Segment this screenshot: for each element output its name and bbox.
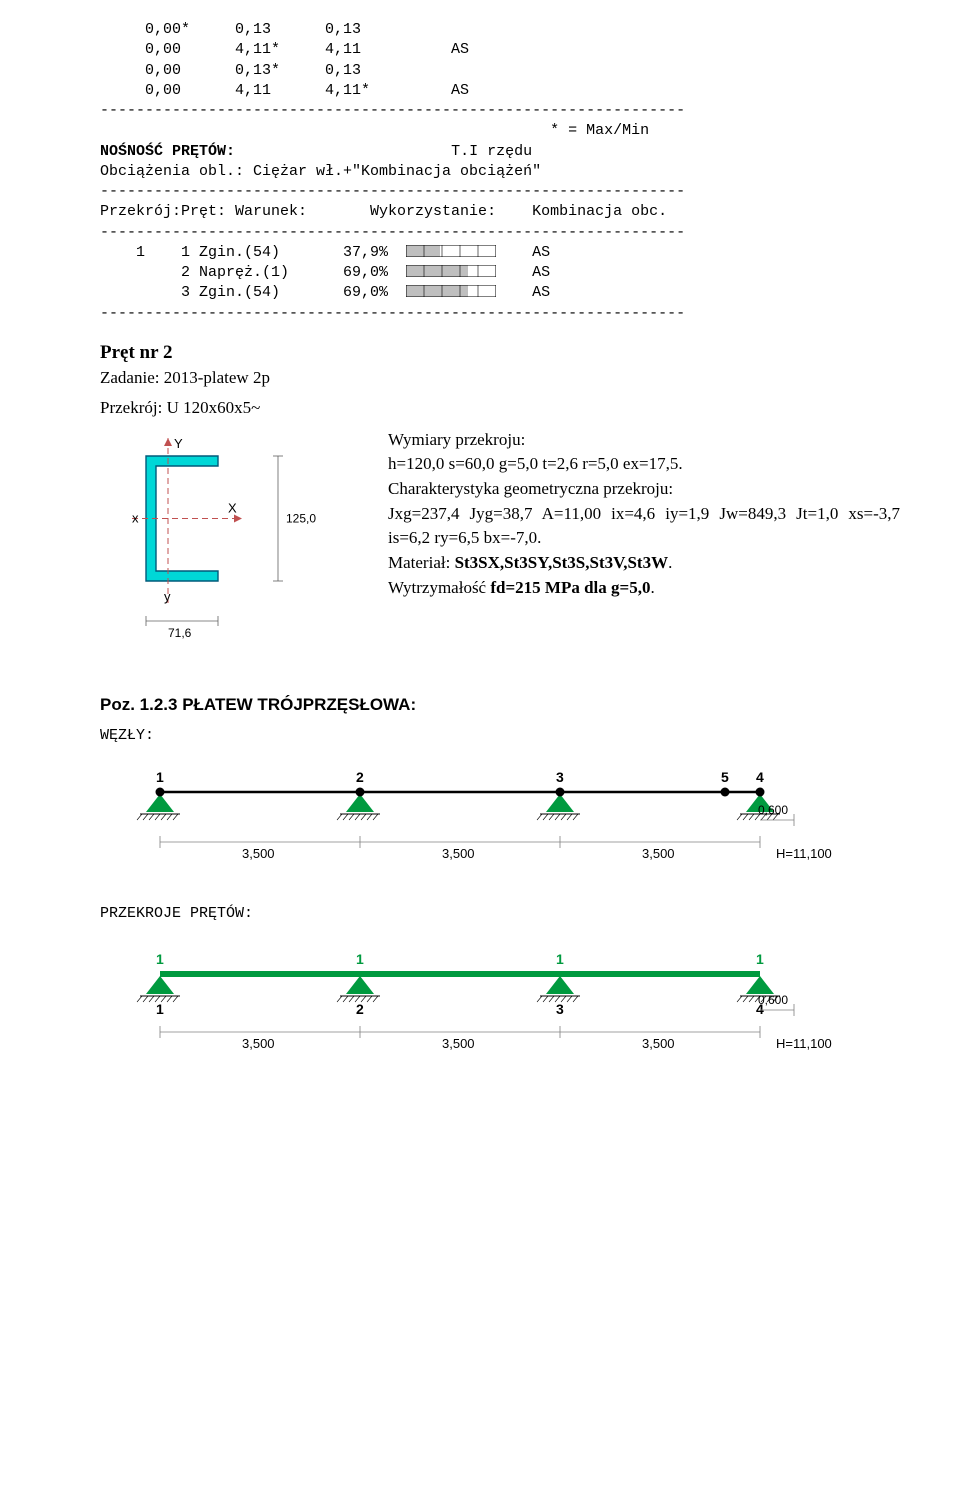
svg-text:125,0: 125,0 — [286, 511, 316, 525]
svg-text:1: 1 — [556, 951, 564, 967]
cross-section-svg: Y Xx y 125,0 71,6 — [100, 428, 360, 673]
strength-dot: . — [650, 578, 654, 597]
svg-text:1: 1 — [156, 1001, 164, 1017]
svg-text:H=11,100: H=11,100 — [776, 1036, 832, 1051]
desc-geom-vals: Jxg=237,4 Jyg=38,7 A=11,00 ix=4,6 iy=1,9… — [388, 502, 900, 551]
przekroj-line: Przekrój: U 120x60x5~ — [100, 398, 900, 418]
svg-text:3,500: 3,500 — [642, 846, 675, 861]
zadanie-line: Zadanie: 2013-platew 2p — [100, 368, 900, 388]
svg-text:x: x — [132, 510, 139, 525]
beam-diagram-2: 111213143,5003,5003,5000,600H=11,100 — [100, 936, 900, 1076]
svg-text:3,500: 3,500 — [242, 846, 275, 861]
svg-text:3,500: 3,500 — [642, 1036, 675, 1051]
poz-heading: Poz. 1.2.3 PŁATEW TRÓJPRZĘSŁOWA: — [100, 695, 900, 715]
material-dot: . — [668, 553, 672, 572]
desc-dim-title: Wymiary przekroju: — [388, 428, 900, 453]
svg-text:2: 2 — [356, 1001, 364, 1017]
svg-text:1: 1 — [156, 769, 164, 785]
desc-strength: Wytrzymałość fd=215 MPa dla g=5,0. — [388, 576, 900, 601]
svg-text:3: 3 — [556, 769, 564, 785]
svg-text:1: 1 — [356, 951, 364, 967]
svg-text:3: 3 — [556, 1001, 564, 1017]
svg-text:71,6: 71,6 — [168, 626, 192, 640]
zadanie-label: Zadanie: — [100, 368, 164, 387]
wezly-label: WĘZŁY: — [100, 727, 900, 744]
svg-text:4: 4 — [756, 769, 764, 785]
svg-text:2: 2 — [356, 769, 364, 785]
nosnosc-block: NOŚNOŚĆ PRĘTÓW: T.I rzędu Obciążenia obl… — [100, 142, 900, 324]
desc-material: Materiał: St3SX,St3SY,St3S,St3V,St3W. — [388, 551, 900, 576]
material-label: Materiał: — [388, 553, 455, 572]
svg-text:3,500: 3,500 — [442, 1036, 475, 1051]
desc-geom-title: Charakterystyka geometryczna przekroju: — [388, 477, 900, 502]
strength-value: fd=215 MPa dla g=5,0 — [490, 578, 650, 597]
svg-text:1: 1 — [156, 951, 164, 967]
przekroj-value: U 120x60x5~ — [167, 398, 261, 417]
svg-text:1: 1 — [756, 951, 764, 967]
przekroj-label: Przekrój: — [100, 398, 167, 417]
cross-section-row: Y Xx y 125,0 71,6 Wymiary przekroju: h=120,0… — [100, 428, 900, 673]
svg-text:3,500: 3,500 — [242, 1036, 275, 1051]
svg-text:H=11,100: H=11,100 — [776, 846, 832, 861]
pret-title: Pręt nr 2 — [100, 342, 900, 364]
zadanie-value: 2013-platew 2p — [164, 368, 270, 387]
strength-label: Wytrzymałość — [388, 578, 490, 597]
svg-text:5: 5 — [721, 769, 729, 785]
svg-text:X: X — [228, 500, 237, 515]
cross-section-desc: Wymiary przekroju: h=120,0 s=60,0 g=5,0 … — [360, 428, 900, 600]
svg-text:0,600: 0,600 — [758, 993, 788, 1007]
pret-title-text: Pręt nr 2 — [100, 342, 172, 363]
svg-text:0,600: 0,600 — [758, 803, 788, 817]
intro-table: 0,00* 0,13 0,13 0,00 4,11* 4,11 AS 0,00 … — [100, 20, 900, 142]
przekroje-label: PRZEKROJE PRĘTÓW: — [100, 905, 900, 922]
material-value: St3SX,St3SY,St3S,St3V,St3W — [455, 553, 669, 572]
svg-text:3,500: 3,500 — [442, 846, 475, 861]
svg-text:y: y — [164, 589, 171, 604]
svg-text:Y: Y — [174, 436, 183, 451]
beam-diagram-1: 1 2 3 5 4 3,500 3,500 3,500 0,600 H=11,100 — [100, 758, 900, 893]
desc-dim-vals: h=120,0 s=60,0 g=5,0 t=2,6 r=5,0 ex=17,5… — [388, 452, 900, 477]
